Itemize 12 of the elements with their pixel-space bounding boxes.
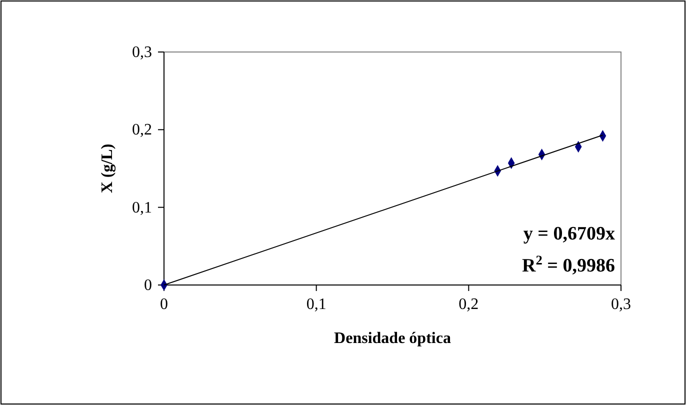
y-axis-title: X (g/L) — [99, 144, 116, 194]
x-tick-label: 0,2 — [458, 296, 479, 313]
x-axis-title: Densidade óptica — [334, 330, 451, 347]
y-tick-label: 0 — [144, 277, 152, 294]
y-tick-label: 0,2 — [132, 122, 152, 139]
annotation: y = 0,6709x — [523, 223, 616, 244]
annotation: R$^{2}$ = 0,9986 — [522, 252, 615, 276]
x-tick-label: 0,3 — [611, 296, 631, 313]
x-tick-label: 0 — [160, 296, 168, 313]
y-tick-label: 0,3 — [132, 44, 152, 61]
y-tick-label: 0,1 — [132, 199, 152, 216]
x-tick-label: 0,1 — [306, 296, 326, 313]
